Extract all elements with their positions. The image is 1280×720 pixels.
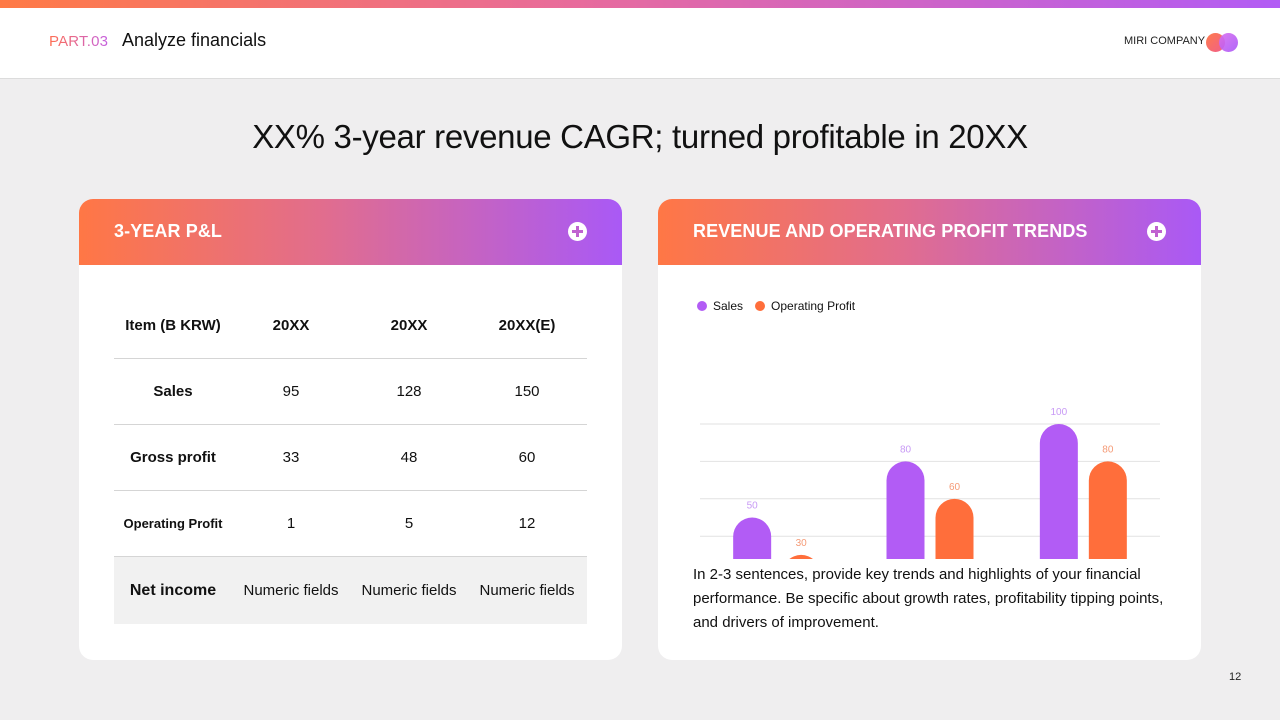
chart-description: In 2-3 sentences, provide key trends and… (693, 566, 1164, 631)
data-label: 60 (949, 482, 961, 493)
row-label: Gross profit (130, 449, 216, 466)
bar-sales (1039, 424, 1078, 559)
expand-plus-icon[interactable] (1147, 222, 1166, 241)
pl-card: 3-YEAR P&L Item (B KRW) 20XX 20XX 20XX(E… (79, 199, 622, 660)
table-cell: 150 (514, 383, 540, 400)
company-logo (1206, 31, 1240, 53)
column-header: 20XX(E) (498, 317, 556, 334)
legend-label: Operating Profit (771, 299, 856, 313)
table-row: Sales 95 128 150 (114, 359, 587, 425)
section-title: Analyze financials (122, 30, 267, 50)
table-cell: Numeric fields (243, 582, 339, 599)
legend-dot-sales (697, 301, 707, 311)
legend-label: Sales (713, 299, 744, 313)
table-cell: Numeric fields (479, 582, 575, 599)
table-cell: 60 (518, 449, 536, 466)
column-header: Item (B KRW) (125, 317, 221, 334)
legend-item-sales: Sales (697, 299, 743, 313)
table-cell: 33 (282, 449, 300, 466)
row-label: Net income (129, 581, 217, 599)
page-number: 12 (1229, 671, 1242, 683)
row-label: Sales (153, 383, 193, 400)
data-label: 80 (1102, 444, 1114, 455)
data-label: 100 (1050, 407, 1067, 418)
column-header: 20XX (272, 317, 310, 334)
expand-plus-icon[interactable] (568, 222, 587, 241)
part-label: PART.03 (49, 33, 109, 50)
row-label: Operating Profit (123, 516, 223, 531)
table-row: Gross profit 33 48 60 (114, 425, 587, 491)
bar-chart: 503020XX806020XX1008020XX (700, 407, 1160, 559)
trend-card-header: REVENUE AND OPERATING PROFIT TRENDS (658, 199, 1201, 265)
chart-legend: Sales Operating Profit (697, 299, 867, 313)
table-cell: 95 (282, 383, 300, 400)
table-cell: 48 (400, 449, 418, 466)
table-cell: 128 (396, 383, 422, 400)
company-name: MIRI COMPANY (1124, 35, 1206, 47)
data-label: 80 (900, 444, 912, 455)
top-accent-strip (0, 0, 1280, 8)
table-row: Net income Numeric fields Numeric fields… (114, 557, 587, 624)
bar-sales (733, 517, 772, 559)
bar-sales (886, 461, 925, 559)
logo-circle-purple (1219, 33, 1238, 52)
column-header: 20XX (390, 317, 428, 334)
table-cell: Numeric fields (361, 582, 457, 599)
bar-operating-profit (1088, 461, 1127, 559)
data-label: 50 (747, 501, 759, 512)
data-label: 30 (796, 538, 808, 549)
pl-card-title: 3-YEAR P&L (114, 221, 223, 241)
pl-card-header: 3-YEAR P&L (79, 199, 622, 265)
table-cell: 5 (404, 515, 414, 532)
pl-table: Item (B KRW) 20XX 20XX 20XX(E) Sales 95 … (114, 293, 587, 624)
trend-card: REVENUE AND OPERATING PROFIT TRENDS Sale… (658, 199, 1201, 660)
legend-dot-operating-profit (755, 301, 766, 311)
page-title: XX% 3-year revenue CAGR; turned profitab… (252, 118, 1028, 155)
table-cell: 12 (518, 515, 536, 532)
table-cell: 1 (286, 515, 296, 532)
bar-operating-profit (789, 554, 813, 559)
legend-item-operating-profit: Operating Profit (755, 299, 855, 313)
trend-card-title: REVENUE AND OPERATING PROFIT TRENDS (693, 221, 1088, 241)
table-row: Operating Profit 1 5 12 (114, 491, 587, 557)
bar-operating-profit (935, 498, 974, 559)
slide-header: PART.03 Analyze financials MIRI COMPANY (0, 8, 1280, 79)
table-header-row: Item (B KRW) 20XX 20XX 20XX(E) (114, 293, 587, 359)
